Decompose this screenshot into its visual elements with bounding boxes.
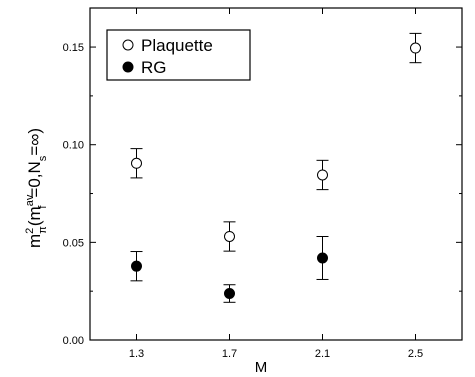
x-tick-label: 1.7 [222,348,237,360]
data-point-plaquette [224,230,235,242]
y-axis-title-sup2: av [24,194,36,206]
svg-text:m2π(mavf=0,Ns=∞): m2π(mavf =0,Ns=∞) [24,128,49,248]
y-axis-title-mid: =0,N [25,161,44,197]
data-point-plaquette [317,169,328,181]
data-point-rg [224,288,235,300]
data-point-plaquette [410,42,421,54]
y-tick-label: 0.15 [63,42,84,54]
y-axis-title-sub3: s [37,155,49,161]
x-tick-label: 1.3 [129,348,144,360]
legend-label: RG [141,58,167,77]
data-point-rg [131,260,142,272]
x-tick-label: 2.5 [408,348,423,360]
y-axis-title-sub2: f [37,205,49,209]
y-axis-title-sub1: π [37,226,49,234]
y-axis-title-base: m [25,234,44,248]
data-point-rg [317,252,328,264]
y-axis-title-end: =∞) [25,128,44,156]
data-point-plaquette [131,157,142,169]
y-tick-label: 0.10 [63,140,84,152]
y-axis-title-open: (m [25,206,44,226]
x-axis-title: M [255,359,268,376]
y-axis-title-sup1: 2 [24,228,36,234]
y-tick-label: 0.00 [63,335,84,347]
plot-frame [89,7,463,341]
legend-marker [122,61,134,73]
x-tick-label: 2.1 [315,348,330,360]
plot-area: 1.3 1.7 2.1 2.5 0.00 0.05 0.10 0.15 Plaquette RG [63,7,463,360]
y-axis-title: m2π(mavf =0,Ns=∞) [24,128,49,248]
legend-marker [122,39,134,51]
y-tick-label: 0.05 [63,237,84,249]
legend-label: Plaquette [141,36,213,55]
